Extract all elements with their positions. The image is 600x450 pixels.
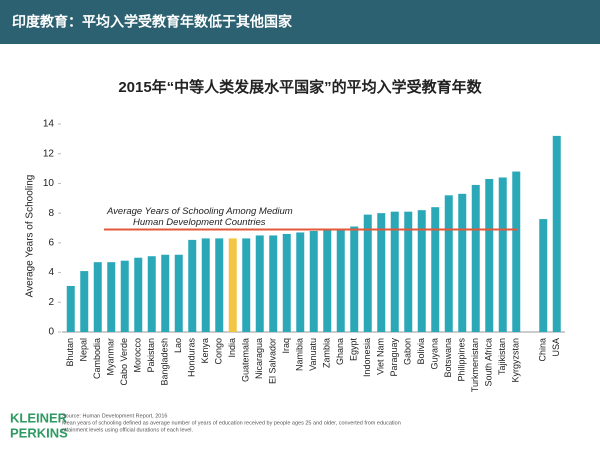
x-tick-label: Namibia [295, 338, 305, 371]
x-tick-label: Nepal [79, 338, 89, 362]
y-tick-label: 12 [43, 148, 55, 159]
bar [336, 229, 345, 332]
bar [539, 219, 548, 332]
bar [201, 238, 210, 332]
x-tick-label: Kyrgyzstan [511, 338, 521, 383]
logo: KLEINER [10, 410, 68, 425]
x-tick-label: Nicaragua [254, 338, 264, 379]
bar [174, 254, 183, 332]
bar [417, 210, 426, 332]
bar [404, 211, 413, 332]
x-tick-label: China [538, 338, 548, 362]
x-tick-label: Morocco [133, 338, 143, 373]
bar [269, 235, 278, 332]
bar [228, 238, 237, 332]
reference-label: Human Development Countries [133, 217, 266, 228]
x-tick-label: USA [551, 338, 561, 357]
x-tick-label: Paraguay [389, 338, 399, 377]
bar [134, 257, 143, 332]
x-tick-label: Iraq [281, 338, 291, 354]
x-tick-label: Viet Nam [376, 338, 386, 375]
x-tick-label: Guyana [430, 338, 440, 370]
x-tick-label: India [227, 338, 237, 358]
bar [282, 233, 291, 332]
x-tick-label: Cambodia [92, 338, 102, 379]
x-tick-label: Indonesia [362, 338, 372, 377]
bar [363, 214, 372, 332]
bar [485, 178, 494, 332]
x-tick-label: Cabo Verde [119, 338, 129, 386]
bar [107, 262, 116, 332]
chart-title: 2015年“中等人类发展水平国家”的平均入学受教育年数 [118, 78, 482, 96]
logo: PERKINS [10, 425, 68, 440]
bar [350, 226, 359, 332]
x-tick-label: Myanmar [106, 338, 116, 376]
bar [255, 235, 264, 332]
x-tick-label: Honduras [187, 338, 197, 378]
x-tick-label: Egypt [349, 338, 359, 362]
x-tick-label: Vanuatu [308, 338, 318, 371]
reference-label: Average Years of Schooling Among Medium [106, 206, 293, 217]
y-tick-label: 2 [48, 297, 54, 308]
x-tick-label: Congo [214, 338, 224, 365]
y-tick-label: 8 [48, 208, 54, 219]
bar [296, 232, 305, 332]
x-tick-label: Guatemala [241, 338, 251, 382]
bar [390, 211, 399, 332]
x-tick-label: Turkmenistan [470, 338, 480, 392]
x-tick-label: Bolivia [416, 338, 426, 365]
x-tick-label: Zambia [322, 338, 332, 368]
bar [458, 193, 467, 332]
source: Mean years of schooling defined as avera… [62, 420, 401, 426]
x-tick-label: Lao [173, 338, 183, 353]
y-axis-label: Average Years of Schooling [25, 175, 36, 298]
bar [498, 177, 507, 332]
bar [93, 262, 102, 332]
source: Source: Human Development Report, 2016 [62, 413, 167, 419]
header-bar [0, 0, 600, 44]
y-tick-label: 0 [48, 327, 54, 338]
y-tick-label: 6 [48, 237, 54, 248]
bar [80, 271, 89, 332]
bar [552, 135, 561, 332]
x-tick-label: Botswana [443, 338, 453, 378]
bar [120, 260, 129, 332]
x-tick-label: Tajikistan [497, 338, 507, 375]
bar [512, 171, 521, 332]
x-tick-label: Kenya [200, 338, 210, 364]
x-tick-label: Gabon [403, 338, 413, 365]
x-tick-label: Pakistan [146, 338, 156, 373]
bar [323, 229, 332, 332]
bar [161, 254, 170, 332]
bar [147, 256, 156, 332]
header-title: 印度教育：平均入学受教育年数低于其他国家 [12, 14, 293, 30]
bar [431, 207, 440, 332]
x-tick-label: South Africa [484, 338, 494, 387]
y-tick-label: 10 [43, 178, 55, 189]
bar [377, 213, 386, 332]
bar [66, 285, 75, 332]
bar [215, 238, 224, 332]
source: attainment levels using official duratio… [62, 427, 194, 433]
y-tick-label: 14 [43, 119, 55, 130]
bar [471, 184, 480, 332]
x-tick-label: Philippines [457, 338, 467, 382]
y-tick-label: 4 [48, 267, 54, 278]
bar [242, 238, 251, 332]
bar [309, 230, 318, 332]
x-tick-label: El Salvador [268, 338, 278, 384]
x-tick-label: Bhutan [65, 338, 75, 367]
x-tick-label: Ghana [335, 338, 345, 365]
bar [188, 239, 197, 332]
x-tick-label: Bangladesh [160, 338, 170, 386]
bar [444, 195, 453, 332]
